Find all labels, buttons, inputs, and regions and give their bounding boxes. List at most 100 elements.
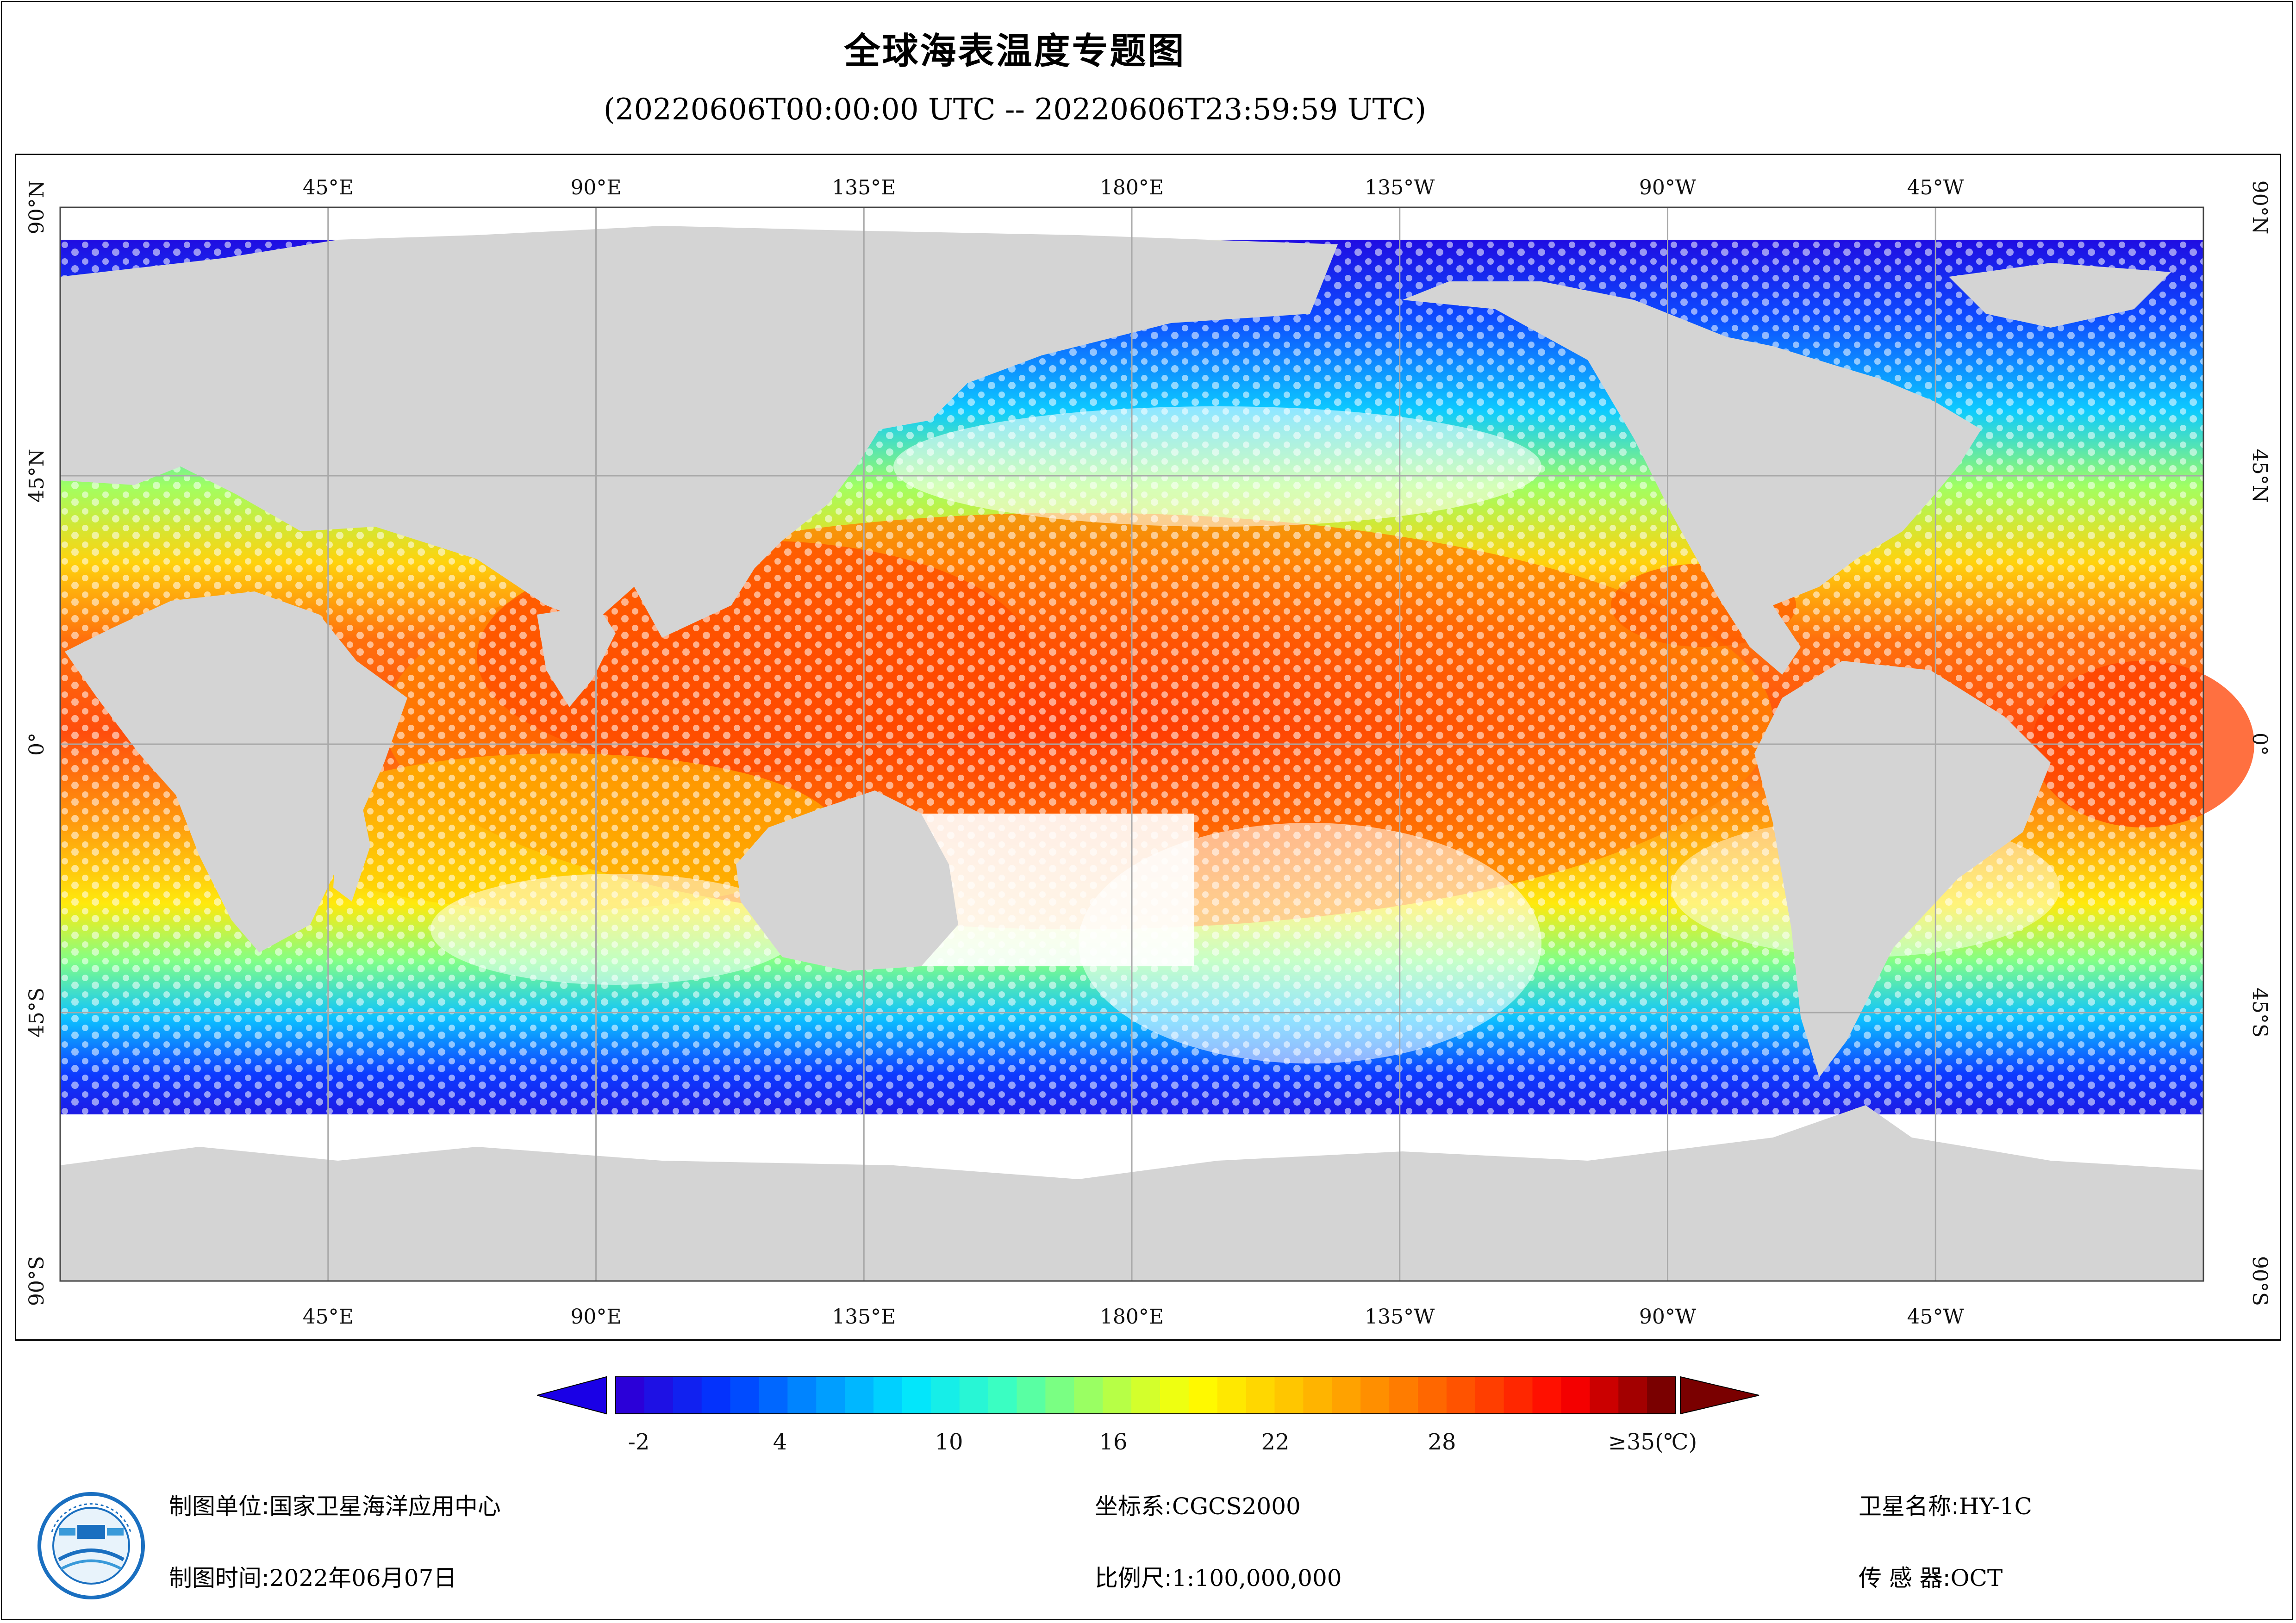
lon-label-bottom: 90°W bbox=[1639, 1305, 1697, 1329]
lon-label-top: 45°E bbox=[303, 176, 354, 199]
map-title: 全球海表温度专题图 bbox=[844, 31, 1186, 72]
land-north-america bbox=[1403, 281, 1981, 675]
footer-scale-value: 1:100,000,000 bbox=[1172, 1565, 1342, 1592]
lat-label-right: 45°S bbox=[2248, 988, 2271, 1038]
lat-label-right: 45°N bbox=[2248, 449, 2271, 503]
colorbar-cell bbox=[787, 1377, 817, 1414]
lat-label-left: 90°N bbox=[25, 180, 49, 235]
lon-label-bottom: 135°E bbox=[832, 1305, 896, 1329]
colorbar-cell bbox=[1246, 1377, 1275, 1414]
lon-label-top: 135°W bbox=[1365, 176, 1435, 199]
colorbar-cell bbox=[1188, 1377, 1218, 1414]
footer-satellite-value: HY-1C bbox=[1959, 1493, 2032, 1520]
sst-map[interactable]: 45°E 90°E 135°E 180°E 135°W 90°W 45°W 45… bbox=[15, 154, 2281, 1341]
footer-time-value: 2022年06月07日 bbox=[269, 1565, 457, 1592]
colorbar-labels: -2 4 10 16 22 28 ≥35(℃) bbox=[628, 1429, 1697, 1455]
lon-label-bottom: 135°W bbox=[1365, 1305, 1435, 1329]
colorbar-over-arrow bbox=[1680, 1376, 1759, 1415]
lon-label-top: 90°E bbox=[570, 176, 621, 199]
lon-label-top: 45°W bbox=[1907, 176, 1965, 199]
footer-coord-label: 坐标系: bbox=[1095, 1493, 1172, 1520]
footer-unit-label: 制图单位: bbox=[169, 1493, 269, 1520]
colorbar-cell bbox=[1561, 1377, 1591, 1414]
colorbar-cell bbox=[1274, 1377, 1304, 1414]
colorbar-cell bbox=[1446, 1377, 1476, 1414]
footer-sensor-label: 传 感 器: bbox=[1859, 1565, 1951, 1592]
footer-coord-value: CGCS2000 bbox=[1172, 1493, 1301, 1520]
colorbar-cell bbox=[1332, 1377, 1361, 1414]
land-greenland bbox=[1949, 263, 2171, 328]
colorbar-cell bbox=[1217, 1377, 1247, 1414]
colorbar-cells bbox=[615, 1376, 1676, 1414]
lat-label-left: 0° bbox=[25, 733, 49, 756]
lat-label-left: 45°N bbox=[25, 449, 49, 503]
colorbar-cell bbox=[845, 1377, 874, 1414]
colorbar-label: 4 bbox=[773, 1429, 787, 1455]
lon-label-top: 135°E bbox=[832, 176, 896, 199]
footer-sensor: 传 感 器:OCT bbox=[1859, 1560, 2003, 1593]
footer-coord: 坐标系:CGCS2000 bbox=[1095, 1488, 1301, 1521]
map-subtitle: (20220606T00:00:00 UTC -- 20220606T23:59… bbox=[603, 93, 1427, 127]
colorbar-cell bbox=[1074, 1377, 1104, 1414]
footer-sensor-value: OCT bbox=[1950, 1565, 2003, 1592]
colorbar-cell bbox=[816, 1377, 846, 1414]
lat-label-left: 45°S bbox=[25, 988, 49, 1038]
graticule bbox=[60, 207, 2203, 1281]
lon-label-top: 90°W bbox=[1639, 176, 1697, 199]
colorbar-cell bbox=[616, 1377, 645, 1414]
lat-label-right: 90°S bbox=[2248, 1256, 2271, 1306]
map-canvas bbox=[59, 206, 2254, 1282]
nsoas-logo-icon bbox=[37, 1492, 145, 1599]
footer-satellite-label: 卫星名称: bbox=[1859, 1493, 1959, 1520]
footer-unit-value: 国家卫星海洋应用中心 bbox=[269, 1493, 501, 1520]
lon-label-bottom: 45°E bbox=[303, 1305, 354, 1329]
footer-unit: 制图单位:国家卫星海洋应用中心 bbox=[169, 1488, 501, 1521]
colorbar-cell bbox=[701, 1377, 731, 1414]
footer-scale-label: 比例尺: bbox=[1095, 1565, 1172, 1592]
footer-time-label: 制图时间: bbox=[169, 1565, 269, 1592]
colorbar-cell bbox=[902, 1377, 931, 1414]
colorbar-cell bbox=[1303, 1377, 1333, 1414]
colorbar-under-arrow bbox=[537, 1376, 607, 1415]
footer-time: 制图时间:2022年06月07日 bbox=[169, 1560, 456, 1593]
lat-label-left: 90°S bbox=[25, 1256, 49, 1306]
colorbar-label: 22 bbox=[1261, 1429, 1289, 1455]
lat-label-right: 0° bbox=[2248, 733, 2271, 756]
colorbar-cell bbox=[1131, 1377, 1160, 1414]
colorbar-cell bbox=[1417, 1377, 1447, 1414]
colorbar-cell bbox=[1389, 1377, 1418, 1414]
land-eurasia bbox=[60, 226, 1338, 638]
lat-label-right: 90°N bbox=[2248, 180, 2271, 235]
land-australia bbox=[736, 790, 958, 971]
land-madagascar bbox=[333, 800, 370, 902]
land-south-america bbox=[1754, 661, 2051, 1077]
land-africa bbox=[65, 591, 407, 952]
lat-labels-right: 90°N 45°N 0° 45°S 90°S bbox=[2248, 180, 2271, 1306]
colorbar-cell bbox=[1103, 1377, 1132, 1414]
colorbar-cell bbox=[1618, 1377, 1648, 1414]
colorbar-cell bbox=[873, 1377, 903, 1414]
map-inner-border bbox=[59, 206, 2204, 1282]
colorbar-cell bbox=[930, 1377, 960, 1414]
colorbar-cell bbox=[644, 1377, 674, 1414]
colorbar: -2 4 10 16 22 28 ≥35(℃) bbox=[537, 1376, 1759, 1455]
colorbar-label: -2 bbox=[628, 1429, 650, 1455]
colorbar-cell bbox=[1504, 1377, 1533, 1414]
colorbar-label: 10 bbox=[935, 1429, 963, 1455]
lon-label-top: 180°E bbox=[1100, 176, 1164, 199]
colorbar-label: ≥35(℃) bbox=[1608, 1429, 1697, 1455]
colorbar-cell bbox=[1532, 1377, 1562, 1414]
colorbar-cell bbox=[988, 1377, 1017, 1414]
lon-label-bottom: 90°E bbox=[570, 1305, 621, 1329]
colorbar-cell bbox=[959, 1377, 989, 1414]
lat-labels-left: 90°N 45°N 0° 45°S 90°S bbox=[25, 180, 49, 1306]
colorbar-border bbox=[615, 1376, 1676, 1414]
colorbar-cell bbox=[1045, 1377, 1075, 1414]
footer-satellite: 卫星名称:HY-1C bbox=[1859, 1488, 2032, 1521]
lon-labels-bottom: 45°E 90°E 135°E 180°E 135°W 90°W 45°W bbox=[303, 1305, 1965, 1329]
colorbar-cell bbox=[730, 1377, 760, 1414]
footer-scale: 比例尺:1:100,000,000 bbox=[1095, 1560, 1342, 1593]
lon-label-bottom: 180°E bbox=[1100, 1305, 1164, 1329]
colorbar-label: 16 bbox=[1099, 1429, 1127, 1455]
lon-label-bottom: 45°W bbox=[1907, 1305, 1965, 1329]
